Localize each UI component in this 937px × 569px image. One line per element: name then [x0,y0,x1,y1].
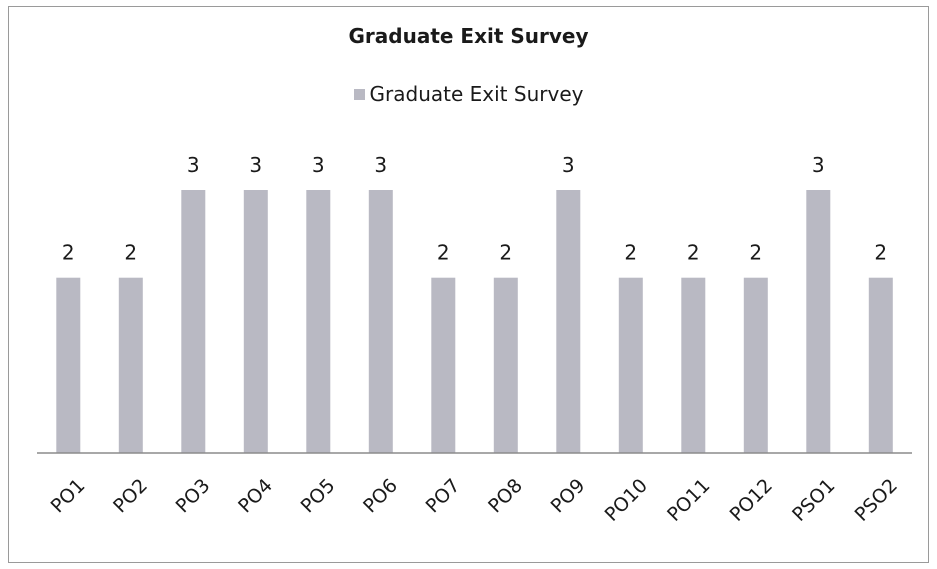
tick-label-po2: PO2 [109,475,152,518]
bar-po9 [556,190,581,453]
bar-po11 [681,277,706,453]
chart-frame [8,6,929,563]
bar-pso1 [806,190,831,453]
bar-po12 [743,277,768,453]
data-label-po2: 2 [124,241,137,265]
data-label-po8: 2 [499,241,512,265]
tick-label-po12: PO12 [726,475,777,526]
tick-label-po10: PO10 [601,475,652,526]
data-label-pso1: 3 [812,153,825,177]
legend-label: Graduate Exit Survey [369,82,584,106]
data-label-po4: 3 [249,153,262,177]
data-label-po10: 2 [624,241,637,265]
data-label-po7: 2 [437,241,450,265]
bar-po10 [618,277,643,453]
bar-po6 [368,190,393,453]
bar-po7 [431,277,456,453]
bar-po1 [56,277,81,453]
data-label-po11: 2 [687,241,700,265]
bar-pso2 [868,277,893,453]
x-tick-labels: PO1 PO2 PO3 PO4 PO5 PO6 PO7 PO8 PO9 PO10 PO11 PO12 P… [47,475,902,526]
bar-po2 [118,277,143,453]
data-label-po6: 3 [374,153,387,177]
data-label-po12: 2 [749,241,762,265]
bar-po8 [493,277,518,453]
tick-label-pso1: PSO1 [788,475,839,526]
data-label-po3: 3 [187,153,200,177]
tick-label-po7: PO7 [422,475,465,518]
tick-label-po3: PO3 [172,475,215,518]
data-label-po1: 2 [62,241,75,265]
data-label-po5: 3 [312,153,325,177]
tick-label-pso2: PSO2 [851,475,902,526]
tick-label-po8: PO8 [484,475,527,518]
data-label-pso2: 2 [874,241,887,265]
data-label-po9: 3 [562,153,575,177]
tick-label-po6: PO6 [359,475,402,518]
tick-label-po11: PO11 [663,475,714,526]
chart-title: Graduate Exit Survey [348,24,589,48]
tick-label-po4: PO4 [234,475,277,518]
bars [56,190,893,453]
bar-po5 [306,190,331,453]
bar-po3 [181,190,206,453]
data-labels: 2 2 3 3 3 3 2 2 3 2 2 2 3 2 [62,153,887,265]
tick-label-po9: PO9 [547,475,590,518]
legend-swatch [353,89,365,100]
legend: Graduate Exit Survey [0,82,937,106]
tick-label-po5: PO5 [297,475,340,518]
tick-label-po1: PO1 [47,475,90,518]
bar-po4 [243,190,268,453]
